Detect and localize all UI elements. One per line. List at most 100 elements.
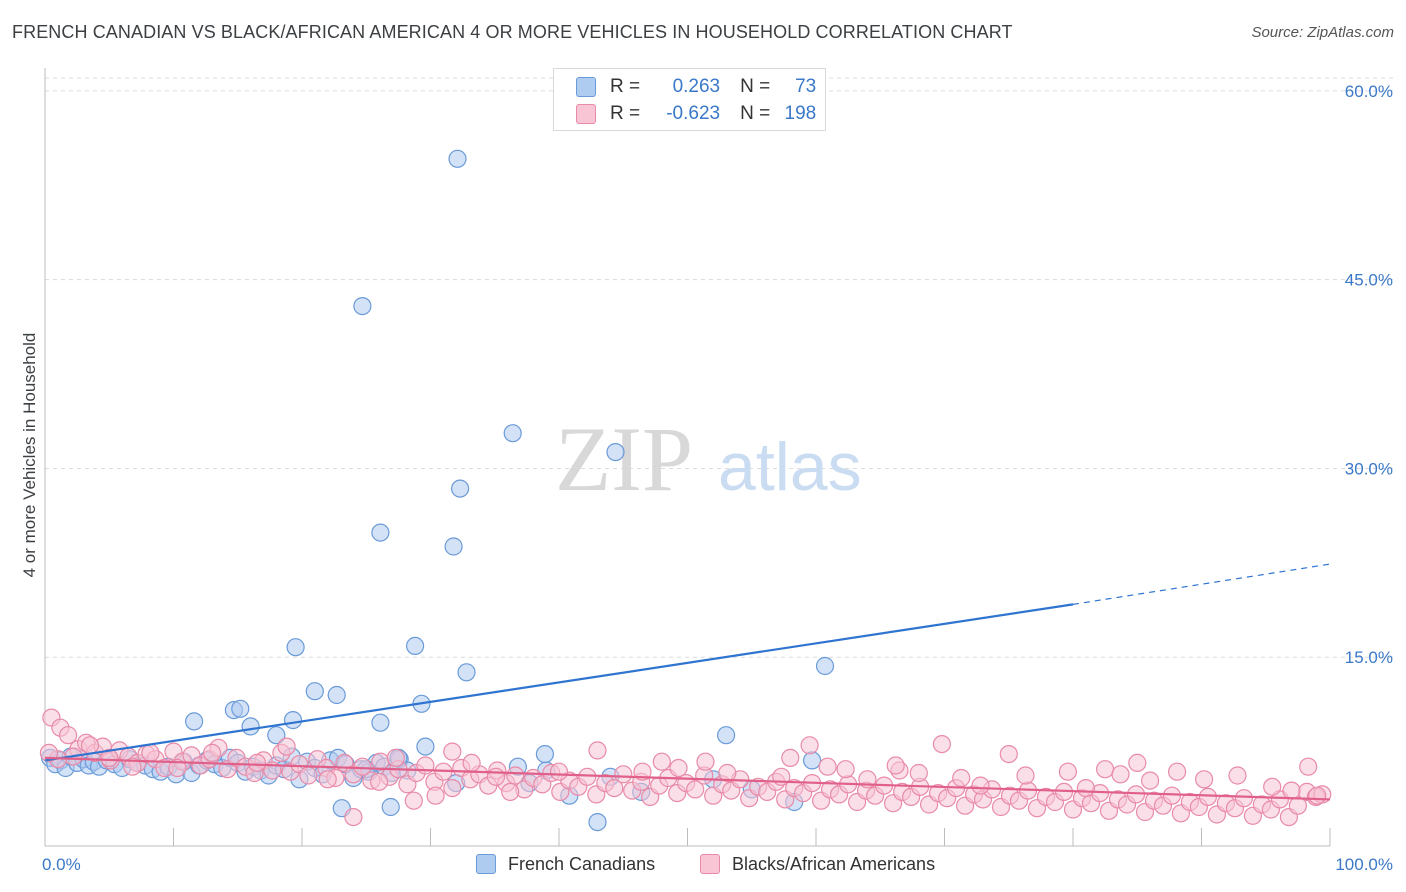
point-french-canadian	[588, 812, 607, 832]
point-black-african-american	[818, 757, 837, 776]
trend-line-french-canadians	[44, 603, 1074, 762]
point-black-african-american	[58, 726, 78, 745]
point-black-african-american	[1058, 762, 1078, 781]
point-black-african-american	[462, 753, 481, 773]
n-value: 73	[795, 76, 817, 97]
legend-label: Blacks/African Americans	[732, 853, 936, 874]
legend-item-french-canadians: French Canadians	[476, 852, 655, 876]
point-black-african-american	[669, 758, 688, 778]
point-black-african-american	[426, 786, 445, 805]
point-black-african-american	[886, 756, 905, 775]
n-label: N =	[740, 103, 771, 124]
point-french-canadian	[353, 297, 372, 316]
point-black-african-american	[1111, 765, 1130, 784]
point-black-african-american	[1263, 777, 1282, 796]
point-french-canadian	[448, 149, 467, 168]
point-black-african-american	[1228, 766, 1247, 785]
point-black-african-american	[836, 760, 855, 779]
point-french-canadian	[716, 726, 736, 745]
point-black-african-american	[614, 765, 633, 784]
point-black-african-american	[800, 736, 819, 755]
point-black-african-american	[1308, 786, 1327, 805]
point-black-african-american	[1076, 778, 1096, 798]
point-black-african-american	[652, 752, 671, 771]
legend-item-black-african-americans: Blacks/African Americans	[700, 852, 935, 876]
point-black-african-american	[1194, 770, 1214, 789]
point-black-african-american	[1128, 753, 1147, 773]
point-black-african-american	[686, 780, 705, 799]
point-black-african-american	[100, 748, 119, 768]
correlation-legend: R = 0.263 N = 73 R = -0.623 N = 198	[553, 68, 826, 131]
y-tick-label: 15.0%	[1345, 648, 1393, 667]
legend-swatch-pink	[700, 854, 720, 874]
point-black-african-american	[501, 782, 520, 802]
n-value: 198	[784, 103, 817, 124]
point-french-canadian	[444, 537, 463, 556]
point-black-african-american	[578, 767, 597, 786]
legend-row-black-african-americans: R = -0.623 N = 198	[576, 102, 816, 126]
point-french-canadian	[286, 638, 305, 657]
x-tick-label: 0.0%	[42, 855, 81, 874]
point-french-canadian	[267, 726, 286, 745]
trend-line-black-african-americans	[44, 756, 1331, 801]
watermark-atlas: atlas	[718, 429, 862, 505]
point-black-african-american	[1282, 781, 1301, 800]
point-french-canadian	[371, 713, 390, 732]
point-black-african-american	[952, 768, 971, 788]
point-black-african-american	[404, 791, 423, 810]
point-french-canadian	[283, 710, 303, 730]
point-french-canadian	[503, 424, 522, 443]
point-black-african-american	[443, 778, 462, 798]
point-french-canadian	[416, 737, 435, 756]
point-black-african-american	[1167, 762, 1187, 781]
point-french-canadian	[815, 656, 835, 676]
point-black-african-american	[123, 757, 142, 776]
point-black-african-american	[1095, 760, 1115, 779]
point-black-african-american	[80, 736, 100, 755]
point-black-african-american	[443, 742, 462, 761]
point-black-african-american	[1288, 796, 1308, 815]
point-french-canadian	[457, 663, 476, 682]
x-tick-label: 100.0%	[1335, 855, 1393, 874]
point-french-canadian	[241, 717, 260, 736]
legend-swatch-pink	[576, 104, 596, 124]
point-french-canadian	[305, 682, 324, 701]
point-black-african-american	[386, 748, 405, 768]
point-black-african-american	[549, 762, 569, 781]
point-black-african-american	[605, 778, 624, 798]
point-black-african-american	[932, 734, 952, 754]
point-french-canadian	[606, 443, 625, 462]
point-black-african-american	[203, 743, 222, 763]
legend-row-french-canadians: R = 0.263 N = 73	[576, 75, 816, 99]
r-label: R =	[610, 76, 641, 97]
gridlines	[45, 77, 1395, 658]
n-label: N =	[740, 76, 771, 97]
y-tick-label: 45.0%	[1345, 271, 1393, 290]
trend-lines	[44, 563, 1331, 801]
point-french-canadian	[451, 479, 470, 498]
point-black-african-american	[781, 748, 800, 768]
point-french-canadian	[231, 699, 250, 718]
point-black-african-american	[718, 763, 737, 783]
tick-labels: 15.0% 30.0% 45.0% 60.0% 0.0% 100.0%	[42, 82, 1393, 874]
point-black-african-american	[1299, 757, 1318, 776]
watermark: ZIP atlas	[555, 408, 862, 510]
point-french-canadian	[185, 712, 204, 731]
point-black-african-american	[299, 766, 318, 785]
point-french-canadian	[535, 744, 555, 764]
axes	[44, 68, 1331, 847]
point-black-african-american	[1016, 766, 1035, 785]
point-black-african-american	[247, 753, 267, 773]
point-french-canadian	[327, 685, 346, 705]
point-black-african-american	[1234, 789, 1254, 808]
point-black-african-american	[971, 776, 990, 795]
point-black-african-american	[370, 772, 389, 791]
point-black-african-american	[353, 757, 372, 776]
point-french-canadian	[406, 636, 425, 656]
point-black-african-american	[344, 807, 363, 827]
point-black-african-american	[696, 752, 715, 771]
y-tick-label: 30.0%	[1345, 459, 1393, 478]
legend-swatch-blue	[476, 854, 496, 874]
point-black-african-american	[633, 762, 652, 781]
